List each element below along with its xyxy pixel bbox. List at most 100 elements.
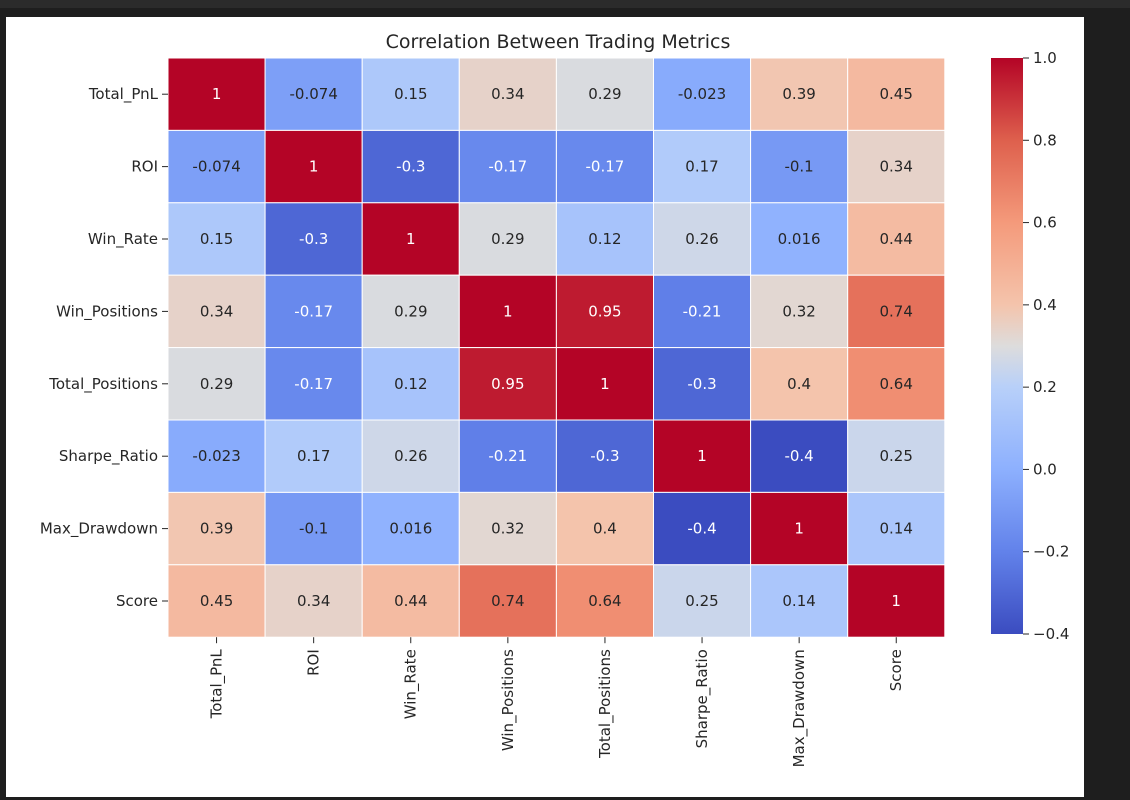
cell-annotation: 0.32	[782, 302, 815, 320]
heatmap-cell-Max_Drawdown-Total_PnL	[167, 491, 266, 566]
cell-annotation: 0.14	[879, 520, 912, 538]
heatmap-cell-Win_Rate-Total_PnL	[167, 202, 266, 276]
cell-annotation: 1	[794, 520, 804, 538]
row-labels: Total_PnL ROI Win_Rate Win_Positions Total_P…	[40, 85, 168, 610]
cell-annotation: 1	[309, 158, 319, 176]
cell-annotation: 1	[212, 85, 222, 103]
cell-annotation: -0.074	[290, 85, 338, 103]
cell-annotation: -0.3	[687, 375, 716, 393]
colorbar: 1.0 0.8 0.6 0.4 0.2 0.0 −0.2 −0.4	[991, 49, 1069, 643]
cell-annotation: 0.016	[389, 520, 432, 538]
cell-annotation: 0.14	[782, 592, 815, 610]
cell-annotation: 0.44	[394, 592, 427, 610]
cell-annotation: 0.45	[879, 85, 912, 103]
colorbar-tick-label: 0.8	[1033, 131, 1057, 149]
heatmap-cell-Max_Drawdown-Win_Rate	[361, 491, 460, 566]
cell-annotation: 1	[891, 592, 901, 610]
cell-annotation: -0.21	[683, 302, 722, 320]
column-label-Total_PnL: Total_PnL	[208, 649, 227, 720]
row-label-Total_PnL: Total_PnL	[88, 85, 159, 104]
heatmap-cell-Score-Win_Rate	[361, 564, 460, 638]
cell-annotation: 1	[503, 302, 513, 320]
cell-annotation: 1	[697, 447, 707, 465]
heatmap-cell-Score-Total_Positions	[555, 564, 655, 638]
cell-annotation: 0.39	[782, 85, 815, 103]
column-label-ROI: ROI	[305, 649, 323, 676]
cell-annotation: -0.17	[488, 158, 527, 176]
heatmap-cell-Score-Score	[847, 564, 946, 638]
cell-annotation: 0.64	[879, 375, 912, 393]
heatmap-cell-Max_Drawdown-Sharpe_Ratio	[653, 491, 752, 566]
cell-annotation: -0.17	[294, 302, 333, 320]
cell-annotation: 0.34	[879, 158, 912, 176]
column-label-Max_Drawdown: Max_Drawdown	[790, 649, 809, 767]
heatmap-cell-ROI-Sharpe_Ratio	[653, 129, 752, 204]
column-label-Win_Rate: Win_Rate	[402, 649, 421, 719]
heatmap-cell-Total_PnL-ROI	[264, 57, 363, 131]
cell-annotation: 0.95	[588, 302, 621, 320]
heatmap-cell-Win_Positions-Max_Drawdown	[750, 274, 849, 349]
cell-annotation: 0.34	[200, 302, 233, 320]
heatmap-annotations: 1 -0.074 0.15 0.34 0.29 -0.023 0.39 0.45 -0.074 1…	[192, 85, 912, 610]
heatmap-cell-Sharpe_Ratio-Total_Positions	[555, 419, 655, 493]
heatmap-cell-Max_Drawdown-Score	[847, 491, 946, 566]
cell-annotation: 0.4	[593, 520, 617, 538]
colorbar-tick-label: 0.4	[1033, 296, 1057, 314]
colorbar-tick-label: 0.6	[1033, 214, 1057, 232]
row-label-Win_Rate: Win_Rate	[88, 230, 158, 249]
heatmap-cell-Win_Rate-Score	[847, 202, 946, 276]
cell-annotation: -0.4	[784, 447, 813, 465]
cell-annotation: 0.4	[787, 375, 811, 393]
cell-annotation: -0.023	[192, 447, 240, 465]
cell-annotation: 0.64	[588, 592, 621, 610]
cell-annotation: 0.39	[200, 520, 233, 538]
heatmap-cell-Max_Drawdown-ROI	[264, 491, 363, 566]
heatmap-cell-ROI-ROI	[264, 129, 363, 204]
cell-annotation: 0.016	[778, 230, 821, 248]
figure-panel: Correlation Between Trading Metrics 1 -0.…	[6, 17, 1084, 797]
cell-annotation: -0.3	[590, 447, 619, 465]
cell-annotation: 0.74	[879, 302, 912, 320]
cell-annotation: 0.12	[588, 230, 621, 248]
heatmap-cell-ROI-Win_Positions	[458, 129, 557, 204]
colorbar-tick-label: 0.2	[1033, 378, 1057, 396]
cell-annotation: 0.34	[491, 85, 524, 103]
cell-annotation: -0.4	[687, 520, 716, 538]
cell-annotation: -0.1	[784, 158, 813, 176]
heatmap-cell-Total_Positions-Sharpe_Ratio	[653, 347, 752, 421]
heatmap-cell-Win_Rate-Sharpe_Ratio	[653, 202, 752, 276]
heatmap-cell-Total_Positions-Total_Positions	[555, 347, 655, 421]
heatmap-cell-Win_Positions-Win_Positions	[458, 274, 557, 349]
colorbar-tick-label: 1.0	[1033, 49, 1057, 67]
column-label-Sharpe_Ratio: Sharpe_Ratio	[693, 649, 712, 748]
heatmap-cell-Total_PnL-Win_Rate	[361, 57, 460, 131]
colorbar-tick-label: −0.2	[1033, 543, 1069, 561]
cell-annotation: -0.1	[299, 520, 328, 538]
cell-annotation: 0.74	[491, 592, 524, 610]
cell-annotation: 0.15	[394, 85, 427, 103]
output-top-bar	[0, 0, 1130, 8]
row-label-Total_Positions: Total_Positions	[48, 375, 158, 394]
row-label-ROI: ROI	[131, 158, 158, 176]
row-label-Win_Positions: Win_Positions	[56, 302, 158, 321]
colorbar-tick-label: −0.4	[1033, 625, 1069, 643]
cell-annotation: 0.32	[491, 520, 524, 538]
cell-annotation: 0.44	[879, 230, 912, 248]
row-label-Score: Score	[116, 592, 158, 610]
cell-annotation: 1	[600, 375, 610, 393]
cell-annotation: 0.26	[685, 230, 718, 248]
column-label-Total_Positions: Total_Positions	[596, 649, 615, 759]
column-label-Score: Score	[887, 649, 905, 691]
cell-annotation: -0.21	[488, 447, 527, 465]
cell-annotation: 0.17	[685, 158, 718, 176]
heatmap-cell-Max_Drawdown-Max_Drawdown	[750, 491, 849, 566]
cell-annotation: 0.26	[394, 447, 427, 465]
heatmap-cell-Total_PnL-Score	[847, 57, 946, 131]
heatmap-cell-Max_Drawdown-Total_Positions	[555, 491, 655, 566]
cell-annotation: 0.25	[879, 447, 912, 465]
heatmap-cell-Win_Rate-ROI	[264, 202, 363, 276]
heatmap-cell-Total_PnL-Total_PnL	[167, 57, 266, 131]
colorbar-gradient	[991, 58, 1023, 634]
heatmap-cell-Sharpe_Ratio-ROI	[264, 419, 363, 493]
